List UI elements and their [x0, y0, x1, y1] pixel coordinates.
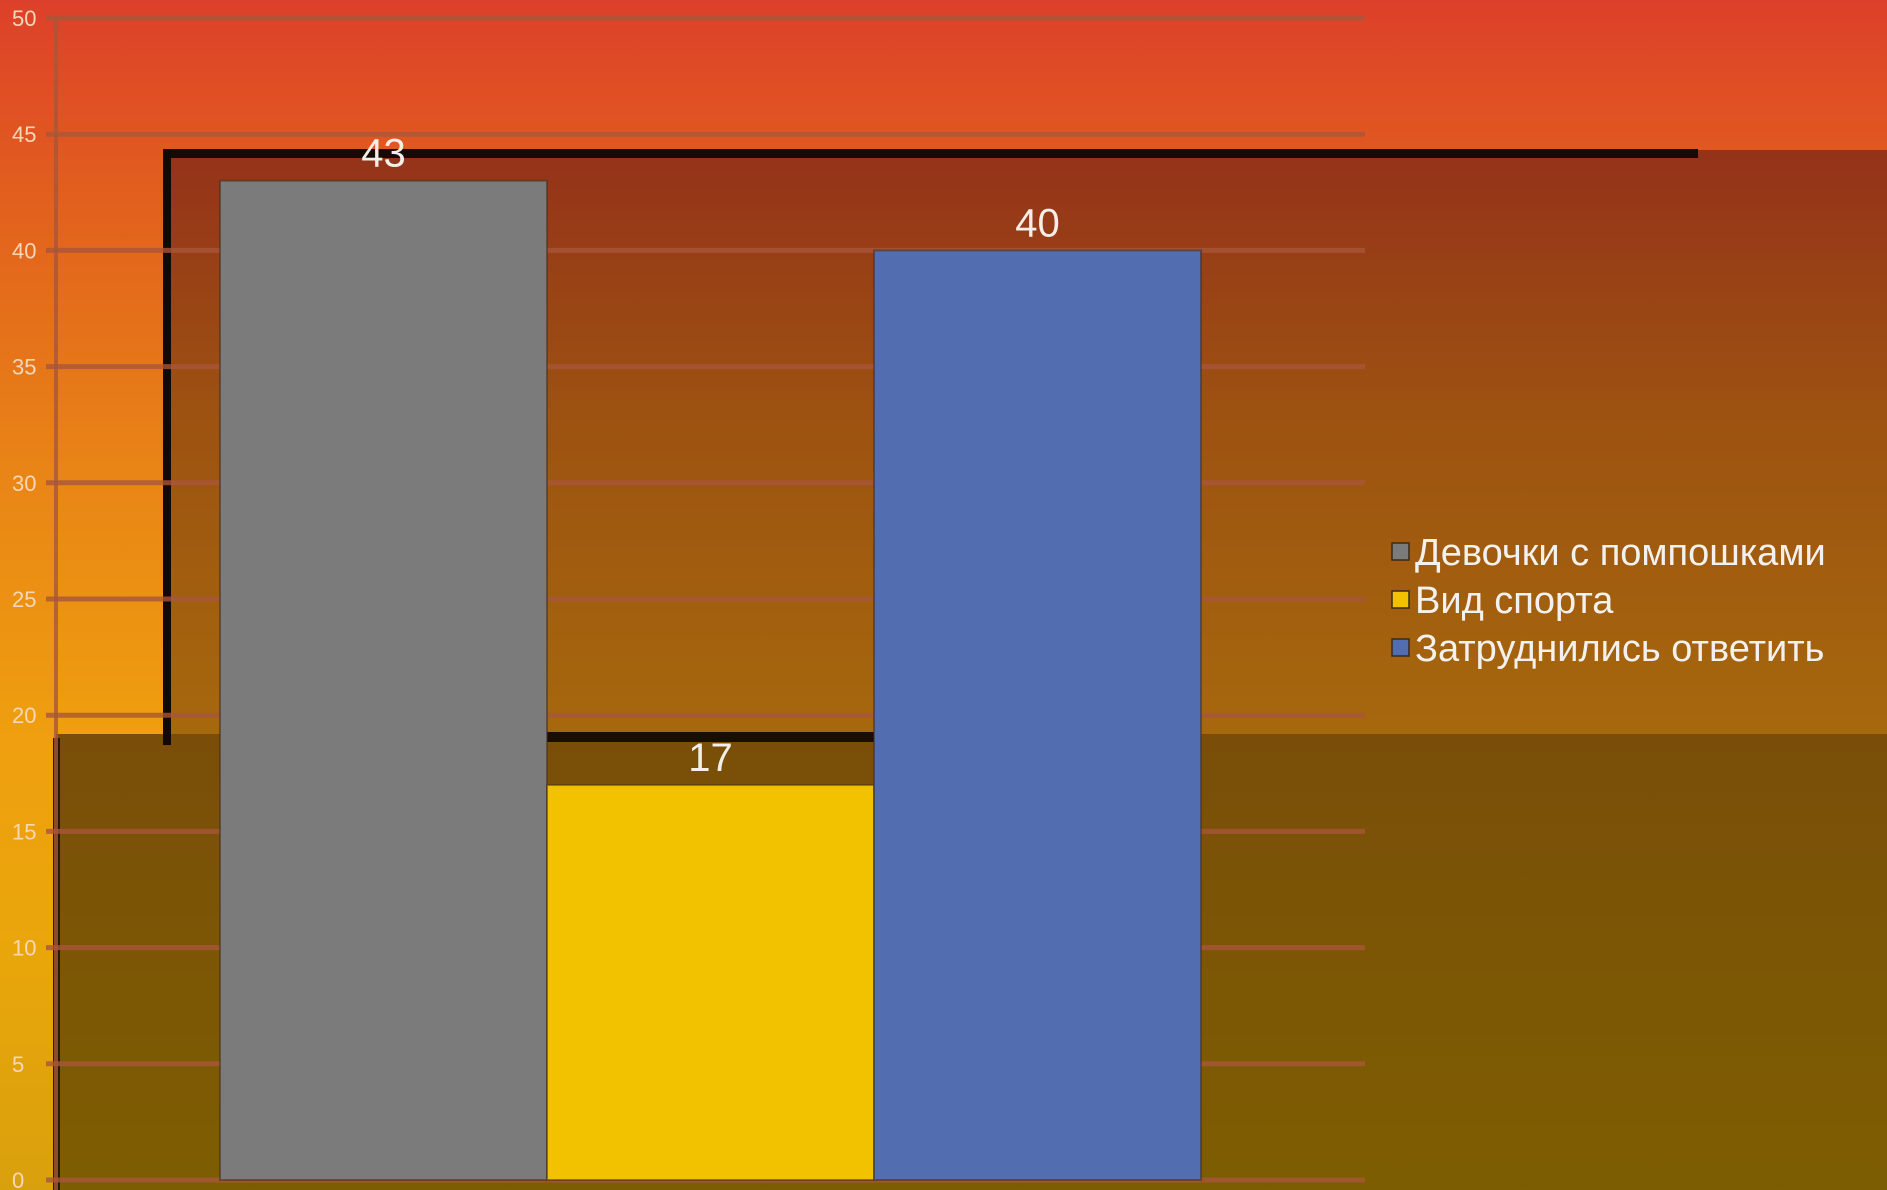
legend-label: Вид спорта [1415, 580, 1614, 622]
y-tick-label: 45 [12, 122, 36, 147]
bar [219, 179, 548, 1181]
legend-swatch [1391, 542, 1410, 561]
floor-top-edge [545, 732, 875, 742]
y-tick-label: 15 [12, 819, 36, 844]
data-label: 17 [688, 736, 733, 780]
back-wall-left-edge [163, 150, 171, 745]
bar [546, 783, 875, 1181]
y-tick-label: 20 [12, 703, 36, 728]
y-tick-label: 35 [12, 355, 36, 380]
y-tick-label: 40 [12, 238, 36, 263]
y-tick-label: 0 [12, 1168, 24, 1190]
y-tick-label: 10 [12, 936, 36, 961]
y-tick-label: 25 [12, 587, 36, 612]
legend-label: Затруднились ответить [1415, 628, 1824, 670]
legend-swatch [1391, 590, 1410, 609]
y-axis: 0 5 10 15 20 25 30 35 40 45 50 [12, 6, 58, 1190]
back-wall-top-edge [163, 149, 1698, 158]
data-label: 40 [1015, 201, 1060, 245]
y-tick-label: 5 [12, 1052, 24, 1077]
bars [219, 179, 1202, 1181]
y-tick-label: 50 [12, 6, 36, 31]
data-labels: 43 17 40 [361, 132, 1060, 780]
bar [873, 249, 1202, 1181]
legend-label: Девочки с помпошками [1415, 532, 1826, 574]
y-tick-label: 30 [12, 471, 36, 496]
data-label: 43 [361, 132, 406, 176]
legend-swatch [1391, 638, 1410, 657]
legend: Девочки с помпошками Вид спорта Затруднили… [1391, 532, 1826, 670]
